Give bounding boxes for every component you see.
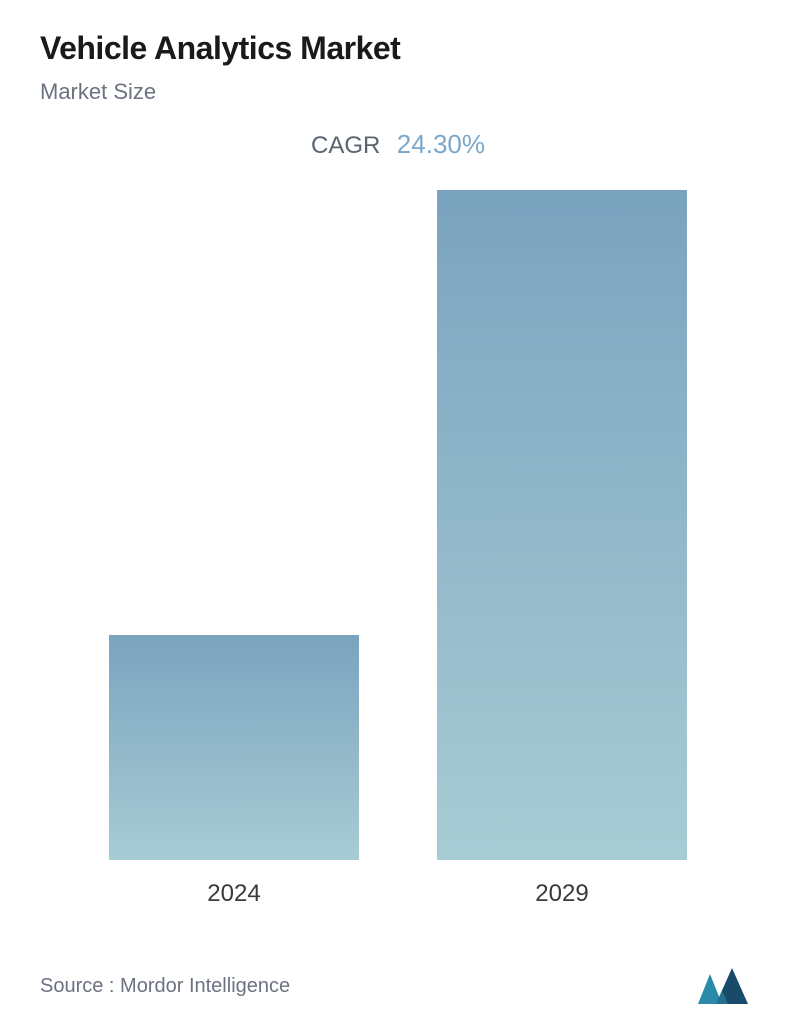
cagr-value: 24.30% bbox=[397, 129, 485, 160]
bar bbox=[437, 190, 687, 860]
source-text: Source : Mordor Intelligence bbox=[40, 975, 290, 998]
bar-wrap bbox=[94, 635, 374, 860]
bar-wrap bbox=[422, 190, 702, 860]
chart-title: Vehicle Analytics Market bbox=[40, 30, 756, 67]
cagr-row: CAGR 24.30% bbox=[40, 129, 756, 160]
cagr-label: CAGR bbox=[311, 132, 380, 160]
chart-footer: Source : Mordor Intelligence bbox=[40, 966, 756, 1006]
chart-subtitle: Market Size bbox=[40, 79, 756, 105]
bar-chart bbox=[40, 180, 756, 860]
x-axis-labels: 2024 2029 bbox=[40, 880, 756, 908]
bar bbox=[109, 635, 359, 860]
x-label: 2029 bbox=[422, 880, 702, 908]
mordor-logo-icon bbox=[696, 966, 756, 1006]
x-label: 2024 bbox=[94, 880, 374, 908]
